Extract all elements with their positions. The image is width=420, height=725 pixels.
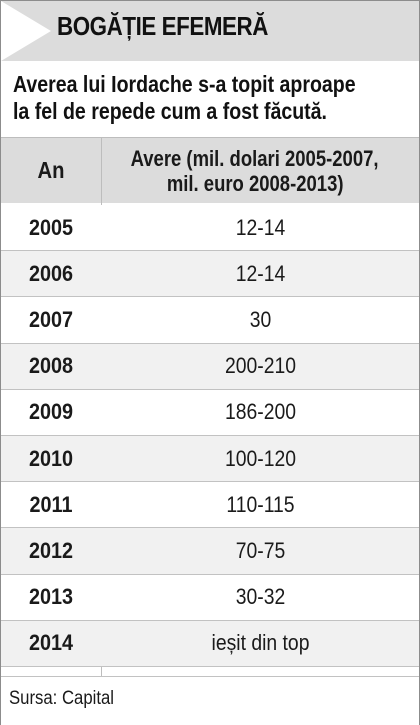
year-cell: 2010 <box>28 445 74 471</box>
chart-subtitle: Averea lui Iordache s-a topit aproape la… <box>13 71 413 125</box>
table-body: 2005 12-14 2006 12-14 2007 30 2008 200-210 2009 1… <box>1 205 419 667</box>
wealth-value-cell: ieșit din top <box>211 630 310 656</box>
wealth-value-cell: 110-115 <box>226 491 295 517</box>
wealth-value-cell: 200-210 <box>224 353 297 379</box>
year-cell: 2011 <box>29 491 73 517</box>
source-footer: Sursa: Capital <box>1 676 419 725</box>
column-header-value-line-1: Avere (mil. dolari 2005-2007, <box>131 145 379 171</box>
wealth-value-cell: 186-200 <box>224 399 297 425</box>
year-cell: 2007 <box>28 306 74 332</box>
wealth-value-cell: 12-14 <box>235 214 286 240</box>
wealth-value-cell: 30 <box>249 306 272 332</box>
source-text: Sursa: Capital <box>9 688 115 709</box>
year-cell: 2012 <box>28 537 74 563</box>
wealth-value-cell: 100-120 <box>224 445 297 471</box>
table-row: 2007 30 <box>1 297 419 344</box>
year-cell: 2009 <box>28 399 74 425</box>
table-header: An Avere (mil. dolari 2005-2007, mil. eu… <box>1 137 419 203</box>
wealth-value-cell: 12-14 <box>235 260 286 286</box>
table-row: 2011 110-115 <box>1 482 419 529</box>
table-row: 2013 30-32 <box>1 574 419 621</box>
wealth-value-cell: 70-75 <box>235 537 286 563</box>
table-row: 2014 ieșit din top <box>1 620 419 667</box>
year-cell: 2005 <box>28 214 74 240</box>
chart-title: BOGĂȚIE EFEMERĂ <box>57 11 268 41</box>
year-cell: 2006 <box>28 260 74 286</box>
table-row: 2009 186-200 <box>1 389 419 436</box>
column-header-year: An <box>37 157 65 183</box>
table-row: 2008 200-210 <box>1 343 419 390</box>
table-row: 2012 70-75 <box>1 528 419 575</box>
year-cell: 2013 <box>28 584 74 610</box>
column-header-value-line-2: mil. euro 2008-2013) <box>166 170 344 196</box>
subtitle-line-2: la fel de repede cum a fost făcută. <box>13 98 327 124</box>
arrow-icon <box>1 1 51 61</box>
table-row: 2006 12-14 <box>1 251 419 298</box>
title-bar: BOGĂȚIE EFEMERĂ <box>1 1 419 64</box>
column-header-value: Avere (mil. dolari 2005-2007, mil. euro … <box>91 138 419 203</box>
year-cell: 2008 <box>28 353 74 379</box>
table-row: 2010 100-120 <box>1 435 419 483</box>
table-row: 2005 12-14 <box>1 205 419 252</box>
year-cell: 2014 <box>28 630 74 656</box>
subtitle-line-1: Averea lui Iordache s-a topit aproape <box>13 71 356 97</box>
wealth-value-cell: 30-32 <box>235 584 286 610</box>
